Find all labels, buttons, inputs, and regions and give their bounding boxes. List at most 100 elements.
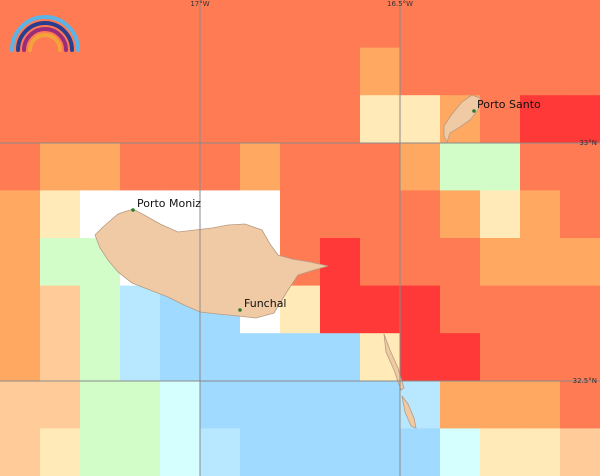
- lat-label: 32.5°N: [573, 377, 597, 385]
- grid-cell: [400, 333, 441, 382]
- grid-cell: [160, 142, 201, 191]
- place-label: Funchal: [244, 297, 287, 310]
- grid-cell: [280, 428, 321, 476]
- grid-cell: [160, 428, 201, 476]
- grid-cell: [440, 0, 481, 49]
- grid-cell: [120, 428, 161, 476]
- grid-cell: [520, 0, 561, 49]
- grid-cell: [520, 190, 561, 239]
- logo: [10, 15, 80, 52]
- grid-cell: [440, 380, 481, 429]
- lon-label: 16.5°W: [387, 0, 413, 8]
- grid-cell: [280, 190, 321, 239]
- grid-cell: [40, 285, 81, 334]
- grid-cell: [40, 142, 81, 191]
- grid-cell: [200, 142, 241, 191]
- logo-arc: [28, 33, 62, 52]
- grid-cell: [520, 142, 561, 191]
- grid-cell: [200, 333, 241, 382]
- grid-cell: [80, 47, 121, 96]
- grid-cell: [320, 333, 361, 382]
- grid-cell: [120, 380, 161, 429]
- grid-cell: [0, 47, 41, 96]
- grid-cell: [480, 285, 521, 334]
- grid-cell: [0, 428, 41, 476]
- grid-cell: [280, 285, 321, 334]
- grid-cell: [320, 47, 361, 96]
- grid-cell: [240, 142, 281, 191]
- grid-cell: [520, 238, 561, 287]
- grid-cell: [0, 95, 41, 144]
- grid-cell: [480, 333, 521, 382]
- grid-cell: [280, 0, 321, 49]
- grid-cell: [320, 142, 361, 191]
- grid-cell: [360, 95, 401, 144]
- desertas-south: [401, 395, 417, 429]
- grid-cell: [360, 0, 401, 49]
- grid-cell: [80, 380, 121, 429]
- grid-cell: [440, 47, 481, 96]
- grid-cell: [560, 0, 600, 49]
- lat-label: 33°N: [579, 139, 597, 147]
- grid-cell: [400, 190, 441, 239]
- grid-cell: [0, 238, 41, 287]
- grid-cell: [240, 428, 281, 476]
- grid-cell: [320, 285, 361, 334]
- grid-cell: [400, 0, 441, 49]
- grid-cell: [160, 95, 201, 144]
- grid-cell: [560, 142, 600, 191]
- grid-cell: [40, 428, 81, 476]
- grid-cell: [400, 238, 441, 287]
- grid-cell: [320, 190, 361, 239]
- grid-cell: [280, 380, 321, 429]
- grid-cell: [200, 428, 241, 476]
- grid-cell: [520, 428, 561, 476]
- grid-cell: [0, 333, 41, 382]
- grid-cell: [200, 47, 241, 96]
- place-label: Porto Santo: [477, 98, 541, 111]
- grid-cell: [120, 0, 161, 49]
- grid-cell: [0, 190, 41, 239]
- grid-cell: [400, 142, 441, 191]
- grid-cell: [40, 380, 81, 429]
- grid-cell: [120, 285, 161, 334]
- grid-cell: [560, 380, 600, 429]
- grid-cell: [360, 238, 401, 287]
- place-dot: [238, 308, 242, 312]
- grid-cell: [440, 142, 481, 191]
- grid-cell: [520, 333, 561, 382]
- grid-cell: [120, 333, 161, 382]
- grid-cell: [160, 333, 201, 382]
- grid-cell: [360, 380, 401, 429]
- porto-santo-island: [443, 94, 481, 144]
- grid-cell: [80, 428, 121, 476]
- grid-cell: [0, 142, 41, 191]
- grid-cell: [280, 95, 321, 144]
- grid-cell: [360, 190, 401, 239]
- grid-cell: [80, 0, 121, 49]
- grid-cell: [480, 380, 521, 429]
- logo-arc: [22, 27, 68, 52]
- grid-cell: [440, 190, 481, 239]
- grid-cell: [240, 333, 281, 382]
- grid-cell: [80, 142, 121, 191]
- grid-cell: [320, 428, 361, 476]
- grid-cell: [480, 0, 521, 49]
- grid-cell: [40, 333, 81, 382]
- grid-cell: [480, 95, 521, 144]
- grid-cell: [440, 333, 481, 382]
- place-label: Porto Moniz: [137, 197, 201, 210]
- grid-cell: [200, 0, 241, 49]
- grid-cell: [120, 142, 161, 191]
- grid-cell: [480, 47, 521, 96]
- grid-cell: [440, 238, 481, 287]
- grid-cell: [40, 190, 81, 239]
- grid-cell: [320, 238, 361, 287]
- grid-cell: [160, 380, 201, 429]
- grid-cell: [560, 190, 600, 239]
- grid-cell: [80, 285, 121, 334]
- grid-cell: [360, 142, 401, 191]
- grid-cell: [560, 238, 600, 287]
